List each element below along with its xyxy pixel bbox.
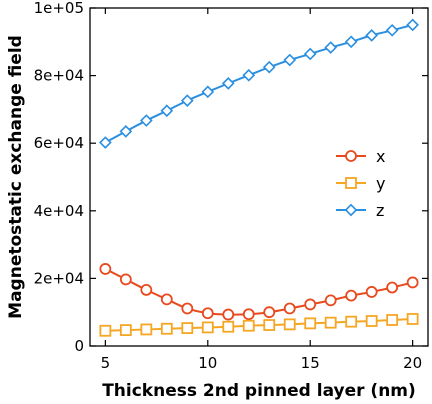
series-line-x: [104, 268, 413, 316]
data-point-y: [140, 323, 153, 336]
series-line-z: [104, 23, 413, 144]
data-point-y: [304, 317, 317, 330]
data-point-y: [365, 315, 378, 327]
data-point-x: [386, 281, 399, 294]
data-point-z: [221, 77, 235, 90]
data-point-x: [304, 298, 317, 311]
legend-item-z: z: [336, 201, 384, 220]
data-point-x: [181, 302, 194, 315]
axes: 5 10 15 20 0 2e+04 4e+04 6e+04 8e+04 1e+05: [34, 0, 429, 372]
series-line-y: [105, 317, 413, 332]
data-point-y: [201, 321, 214, 334]
plot-frame: [89, 7, 429, 347]
data-point-x: [140, 283, 153, 296]
data-point-x: [324, 294, 337, 307]
data-point-x: [365, 286, 378, 298]
y-tick-label: 4e+04: [34, 202, 84, 220]
data-point-z: [262, 60, 276, 74]
legend-marker: [345, 177, 357, 189]
plot-area: [99, 18, 419, 337]
data-point-x: [99, 263, 112, 275]
data-point-x: [201, 307, 214, 320]
data-point-z: [324, 41, 338, 54]
legend-marker: [344, 203, 358, 217]
data-point-z: [99, 136, 112, 149]
data-point-z: [180, 94, 194, 107]
legend-item-y: y: [336, 174, 385, 193]
legend-marker: [345, 150, 357, 162]
data-point-x: [263, 306, 276, 319]
data-point-z: [283, 53, 297, 67]
data-point-y: [406, 313, 419, 325]
series-x: [99, 263, 419, 321]
data-point-x: [160, 293, 173, 306]
data-point-z: [344, 35, 358, 49]
legend: xyz: [336, 147, 385, 220]
series-z: [99, 18, 419, 149]
y-tick-label: 1e+05: [34, 0, 84, 17]
data-point-x: [222, 308, 235, 321]
series-y: [99, 313, 419, 337]
data-point-y: [242, 319, 255, 332]
legend-item-x: x: [336, 147, 385, 166]
data-point-x: [406, 276, 419, 289]
data-point-z: [365, 29, 378, 42]
data-point-z: [242, 68, 256, 82]
x-tick-label: 10: [198, 354, 217, 372]
data-point-x: [242, 308, 255, 321]
legend-label: z: [376, 201, 384, 220]
data-point-x: [345, 289, 358, 302]
data-point-x: [119, 273, 132, 286]
x-tick-label: 20: [403, 354, 422, 372]
legend-label: y: [376, 174, 385, 193]
x-tick-label: 5: [101, 354, 111, 372]
data-point-z: [201, 85, 215, 99]
data-point-z: [406, 18, 419, 32]
y-tick-label: 2e+04: [34, 269, 84, 287]
data-point-z: [119, 125, 133, 138]
data-point-y: [263, 319, 276, 331]
data-point-z: [385, 23, 399, 37]
y-axis-label: Magnetostatic exchange field: [6, 35, 26, 319]
data-point-y: [160, 322, 173, 335]
data-point-z: [303, 47, 317, 61]
data-point-x: [283, 302, 296, 315]
y-tick-label: 0: [74, 337, 84, 355]
y-tick-label: 6e+04: [34, 134, 84, 152]
data-point-y: [283, 318, 296, 331]
data-point-y: [345, 315, 358, 328]
data-point-y: [386, 314, 399, 326]
data-point-z: [140, 114, 153, 127]
x-axis-label: Thickness 2nd pinned layer (nm): [102, 381, 416, 401]
data-point-y: [181, 322, 194, 334]
data-point-y: [222, 320, 235, 333]
data-point-y: [324, 316, 337, 329]
legend-label: x: [376, 147, 385, 166]
x-tick-label: 15: [301, 354, 320, 372]
data-point-y: [99, 324, 112, 337]
data-point-y: [119, 324, 132, 337]
y-tick-label: 8e+04: [34, 67, 84, 85]
data-point-z: [160, 104, 174, 118]
